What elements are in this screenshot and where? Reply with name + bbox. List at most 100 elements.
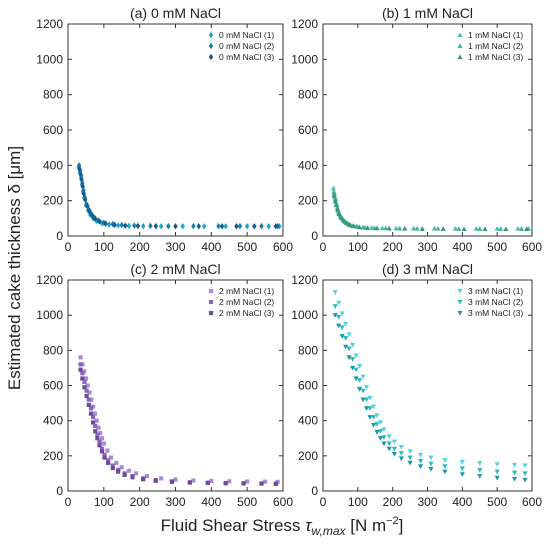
- data-point: [353, 353, 359, 359]
- data-point: [332, 313, 338, 318]
- data-point: [223, 223, 228, 230]
- data-point: [80, 376, 85, 381]
- data-point: [102, 452, 107, 458]
- x-tick-label: 500: [237, 240, 257, 254]
- x-tick-label: 400: [201, 240, 221, 254]
- data-point: [263, 479, 268, 484]
- data-point: [93, 215, 98, 222]
- x-tick-label: 600: [522, 495, 542, 509]
- data-point: [417, 459, 424, 464]
- data-point: [78, 362, 83, 367]
- data-point: [88, 406, 94, 411]
- data-point: [343, 220, 349, 225]
- data-point: [442, 458, 448, 463]
- data-point: [114, 460, 119, 465]
- data-point: [336, 300, 342, 306]
- legend-marker: [208, 310, 214, 316]
- plot-area: [67, 23, 284, 237]
- data-point: [494, 462, 500, 467]
- data-point: [402, 225, 408, 231]
- data-series-2: [332, 304, 528, 477]
- data-point: [93, 429, 98, 434]
- y-tick-label: 600: [298, 123, 318, 137]
- chart-panel-3: (c) 2 mM NaCl 0 100 200 300 400 500 600 0 200 400 6…: [36, 261, 293, 509]
- data-point: [95, 432, 100, 437]
- data-point: [209, 478, 214, 484]
- legend-marker: [208, 288, 214, 294]
- data-point: [83, 376, 88, 381]
- data-point: [99, 446, 105, 451]
- data-point: [85, 383, 90, 388]
- x-tick-label: 0: [65, 495, 72, 509]
- data-point: [332, 198, 338, 203]
- y-tick-label: 0: [311, 484, 318, 498]
- legend-marker: [457, 299, 463, 305]
- legend-entry: 3 mM NaCl (1): [468, 286, 523, 296]
- data-point: [87, 208, 92, 215]
- data-point: [374, 225, 380, 231]
- legend-entry: 2 mM NaCl (1): [219, 286, 274, 296]
- data-point: [363, 397, 370, 403]
- data-point: [81, 186, 86, 194]
- panels: (a) 0 mM NaCl 0 100 200 300 400 500 600 0 200 400 6…: [36, 5, 542, 509]
- y-tick-label: 1200: [291, 273, 318, 287]
- data-point: [80, 371, 85, 376]
- data-series-3: [331, 192, 530, 232]
- y-tick-label: 800: [298, 343, 318, 357]
- chart-panel-4: (d) 3 mM NaCl 0 100 200 300 400 500 600 0 200 400 6…: [291, 261, 542, 509]
- x-tick-label: 500: [487, 240, 507, 254]
- data-point: [339, 325, 345, 331]
- x-tick-label: 500: [237, 495, 257, 509]
- data-point: [97, 218, 102, 225]
- data-point: [216, 222, 221, 230]
- data-point: [459, 466, 465, 472]
- x-tick-label: 300: [417, 495, 437, 509]
- data-point: [84, 388, 89, 393]
- data-point: [477, 468, 483, 473]
- data-point: [398, 444, 404, 450]
- legend: 0 mM NaCl (1)0 mM NaCl (2)0 mM NaCl (3): [208, 30, 274, 62]
- data-point: [95, 436, 100, 441]
- data-point: [350, 342, 356, 348]
- data-point: [173, 223, 178, 230]
- data-point: [252, 223, 257, 230]
- data-point: [223, 481, 228, 486]
- data-point: [377, 420, 384, 426]
- data-point: [93, 423, 98, 429]
- data-point: [88, 411, 94, 416]
- y-tick-label: 1200: [36, 17, 63, 31]
- data-point: [119, 465, 124, 470]
- legend-marker: [208, 42, 214, 50]
- data-point: [461, 226, 467, 232]
- data-point: [336, 323, 342, 329]
- data-point: [336, 211, 342, 216]
- data-point: [498, 226, 504, 231]
- data-point: [110, 463, 115, 468]
- legend-marker: [208, 299, 214, 305]
- data-point: [482, 226, 488, 232]
- y-tick-label: 1000: [36, 308, 63, 322]
- data-point: [110, 220, 116, 228]
- legend-marker: [457, 288, 463, 294]
- data-point: [166, 222, 171, 230]
- data-point: [336, 314, 342, 320]
- legend-entry: 2 mM NaCl (2): [219, 297, 274, 307]
- data-point: [356, 224, 363, 230]
- data-point: [201, 223, 207, 230]
- data-point: [515, 225, 521, 231]
- data-point: [79, 176, 84, 183]
- x-tick-label: 200: [130, 240, 150, 254]
- data-point: [391, 439, 398, 445]
- data-point: [191, 478, 196, 483]
- data-point: [370, 415, 377, 420]
- data-point: [158, 223, 164, 230]
- legend-marker: [208, 53, 214, 61]
- x-tick-label: 0: [320, 240, 327, 254]
- data-point: [106, 460, 111, 465]
- data-point: [205, 480, 210, 485]
- data-point: [159, 476, 164, 481]
- data-point: [99, 436, 105, 441]
- data-point: [386, 446, 392, 452]
- data-series-3: [78, 367, 278, 486]
- x-axis-label-subscript: w,max: [312, 524, 347, 538]
